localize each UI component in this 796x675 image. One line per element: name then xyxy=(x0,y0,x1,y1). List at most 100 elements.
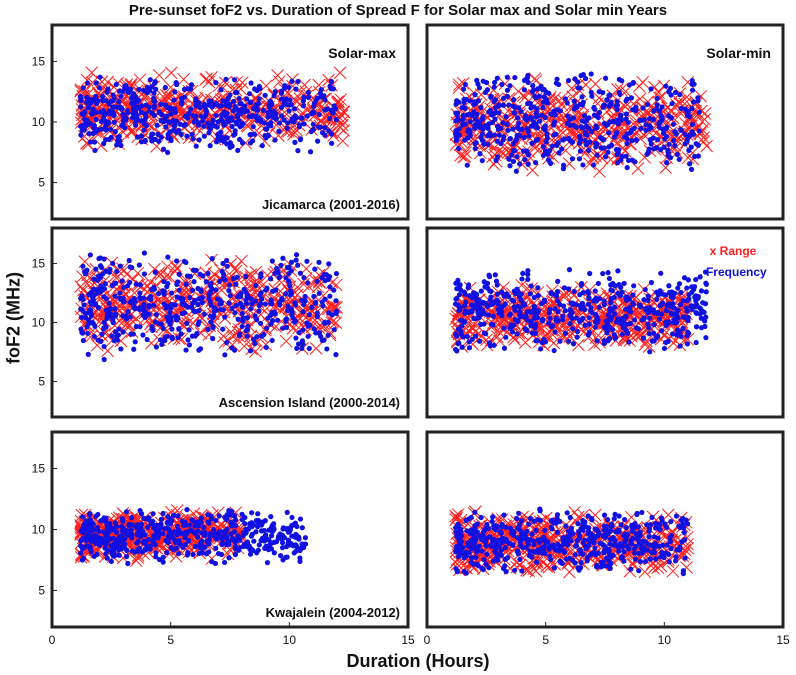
frequency-point xyxy=(684,110,690,116)
frequency-point xyxy=(472,145,478,152)
frequency-point xyxy=(659,115,665,121)
frequency-point xyxy=(283,544,290,550)
frequency-point xyxy=(144,524,151,530)
frequency-point xyxy=(141,295,147,301)
frequency-point xyxy=(151,105,157,111)
frequency-point xyxy=(532,309,539,315)
frequency-point xyxy=(169,326,175,332)
frequency-point xyxy=(112,129,118,135)
frequency-point xyxy=(479,157,485,164)
frequency-point xyxy=(78,96,84,102)
frequency-point xyxy=(540,104,546,111)
frequency-point xyxy=(619,289,625,295)
frequency-point xyxy=(230,108,236,114)
frequency-point xyxy=(473,333,479,339)
frequency-point xyxy=(655,137,661,143)
frequency-point xyxy=(462,81,468,88)
frequency-point xyxy=(525,100,531,107)
frequency-point xyxy=(627,130,634,136)
range-point xyxy=(160,88,173,102)
frequency-point xyxy=(333,352,339,358)
frequency-point xyxy=(111,95,117,102)
frequency-point xyxy=(253,102,259,108)
frequency-point xyxy=(160,554,166,560)
frequency-point xyxy=(580,162,586,168)
frequency-point xyxy=(501,325,507,331)
frequency-point xyxy=(676,156,682,162)
frequency-point xyxy=(263,287,269,293)
frequency-point xyxy=(267,542,273,548)
frequency-point xyxy=(85,351,91,357)
frequency-point xyxy=(93,101,100,107)
frequency-point xyxy=(640,335,646,341)
frequency-point xyxy=(292,542,298,548)
frequency-point xyxy=(278,552,284,559)
frequency-point xyxy=(651,321,657,328)
frequency-point xyxy=(485,141,491,147)
frequency-point xyxy=(620,325,627,331)
frequency-point xyxy=(331,327,337,333)
frequency-point xyxy=(485,312,492,318)
frequency-point xyxy=(510,158,517,165)
frequency-point xyxy=(322,125,328,131)
frequency-point xyxy=(680,297,686,304)
frequency-point xyxy=(207,298,213,304)
frequency-point xyxy=(577,148,584,154)
frequency-point xyxy=(165,513,171,520)
frequency-point xyxy=(488,288,494,295)
range-point xyxy=(552,94,566,107)
y-tick-label: 10 xyxy=(32,523,46,537)
frequency-point xyxy=(178,331,184,337)
range-point xyxy=(631,162,645,175)
frequency-point xyxy=(571,98,577,104)
frequency-point xyxy=(663,83,669,89)
frequency-point xyxy=(258,537,264,544)
frequency-point xyxy=(530,83,536,89)
frequency-point xyxy=(555,309,561,315)
frequency-point xyxy=(624,164,630,171)
frequency-point xyxy=(298,115,305,121)
y-tick-label: 15 xyxy=(32,54,46,68)
range-point xyxy=(528,72,542,85)
frequency-point xyxy=(562,96,568,102)
frequency-point xyxy=(118,533,124,539)
frequency-point xyxy=(132,306,138,312)
frequency-point xyxy=(616,76,622,83)
frequency-point xyxy=(193,118,199,125)
frequency-point xyxy=(504,74,510,80)
frequency-point xyxy=(578,280,585,287)
frequency-point xyxy=(184,133,190,139)
frequency-point xyxy=(206,98,212,104)
frequency-point xyxy=(509,152,515,158)
frequency-point xyxy=(284,307,291,314)
frequency-point xyxy=(686,147,692,153)
frequency-point xyxy=(101,319,107,326)
frequency-point xyxy=(655,309,661,316)
frequency-point xyxy=(596,109,603,116)
frequency-point xyxy=(88,533,94,539)
frequency-point xyxy=(137,324,143,330)
frequency-point xyxy=(97,263,104,269)
range-point xyxy=(238,279,252,293)
frequency-point xyxy=(292,300,298,306)
frequency-point xyxy=(188,106,194,112)
frequency-point xyxy=(178,101,185,107)
frequency-point xyxy=(512,138,519,144)
frequency-point xyxy=(499,81,505,88)
frequency-point xyxy=(213,287,219,293)
frequency-point xyxy=(594,152,600,158)
frequency-point xyxy=(702,318,708,324)
frequency-point xyxy=(570,341,577,347)
frequency-point xyxy=(300,103,306,109)
range-point xyxy=(511,85,525,98)
frequency-point xyxy=(148,134,154,140)
frequency-point xyxy=(90,320,96,326)
frequency-point xyxy=(222,277,228,283)
frequency-point xyxy=(319,130,326,136)
frequency-point xyxy=(588,89,594,95)
frequency-point xyxy=(285,120,291,126)
frequency-point xyxy=(269,258,275,264)
frequency-point xyxy=(201,533,208,539)
frequency-point xyxy=(553,80,559,86)
frequency-point xyxy=(327,293,333,299)
